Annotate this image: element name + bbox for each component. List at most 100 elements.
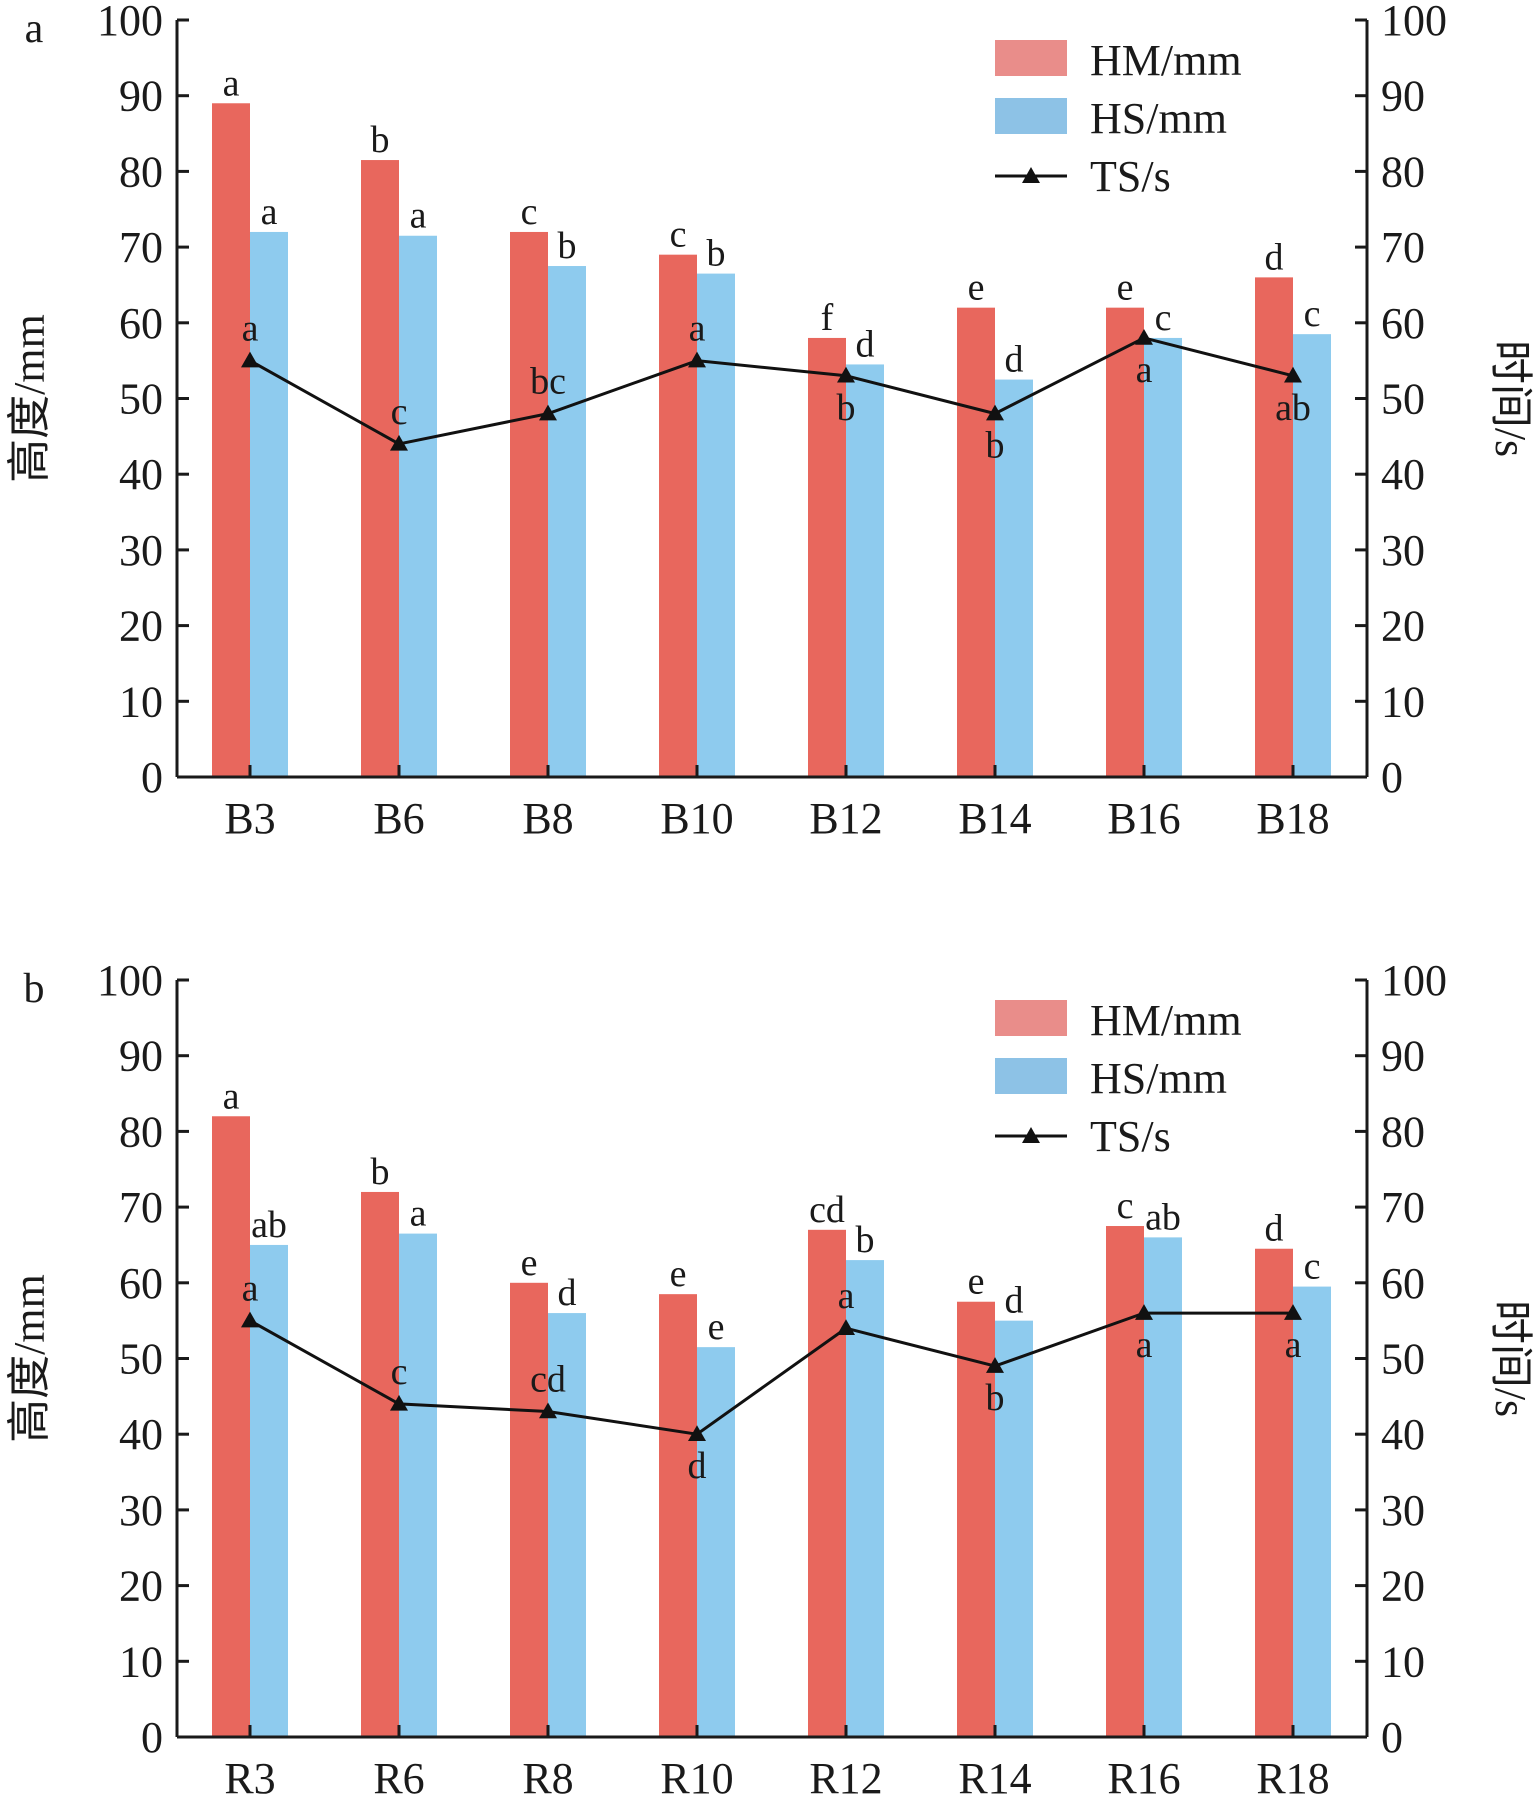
panel-a-category-label-B16: B16 xyxy=(1107,794,1180,843)
panel-a-ytick-label-right-100: 100 xyxy=(1381,0,1447,45)
panel-b-ytick-label-left-90: 90 xyxy=(119,1032,163,1081)
panel-a-category-label-B6: B6 xyxy=(373,794,424,843)
panel-b-hm-letter-R6: b xyxy=(371,1151,390,1193)
panel-a-legend-hm-label: HM/mm xyxy=(1090,36,1242,85)
panel-a-bar-hm-B8 xyxy=(510,231,548,777)
panel-b-ytick-label-left-70: 70 xyxy=(119,1183,163,1232)
panel-a-ts-marker-B6 xyxy=(390,434,408,451)
panel-a-hm-letter-B16: e xyxy=(1117,267,1134,309)
panel-b-ytick-label-left-10: 10 xyxy=(119,1637,163,1686)
panel-b-ts-marker-R14 xyxy=(986,1357,1004,1373)
panel-a-ts-marker-B18 xyxy=(1284,366,1302,383)
panel-b-bar-hm-R10 xyxy=(659,1294,697,1737)
panel-b-ytick-label-left-100: 100 xyxy=(97,956,163,1005)
panel-b-bar-hs-R10 xyxy=(697,1347,735,1737)
panel-b-ts-letter-R3: a xyxy=(242,1268,259,1310)
panel-b-ytick-label-left-50: 50 xyxy=(119,1335,163,1384)
panel-b-ytick-label-left-20: 20 xyxy=(119,1562,163,1611)
panel-a-ts-marker-B12 xyxy=(837,366,855,383)
panel-a-y2-axis-title: 时间/s xyxy=(1486,340,1535,457)
panel-a-ts-marker-B10 xyxy=(688,351,706,368)
panel-a-ts-letter-B12: b xyxy=(837,387,856,429)
panel-a-category-label-B8: B8 xyxy=(522,794,573,843)
panel-b-hs-letter-R14: d xyxy=(1005,1280,1024,1322)
panel-b-hs-letter-R8: d xyxy=(558,1272,577,1314)
panel-b-tag: b xyxy=(24,966,45,1012)
panel-b-legend-hs-swatch xyxy=(995,1058,1067,1094)
panel-a-y-axis-title: 高度/mm xyxy=(5,314,54,483)
panel-b-ts-marker-R3 xyxy=(241,1311,259,1328)
panel-a-ts-letter-B8: bc xyxy=(530,361,566,403)
panel-a-ts-letter-B3: a xyxy=(242,308,259,350)
panel-a-legend-hm-swatch xyxy=(995,40,1067,76)
panel-b-bar-hs-R12 xyxy=(846,1260,884,1737)
panel-b-ytick-label-right-40: 40 xyxy=(1381,1410,1425,1459)
panel-b-category-label-R14: R14 xyxy=(958,1754,1031,1797)
panel-b-bar-hs-R3 xyxy=(250,1244,288,1737)
panel-a-ytick-label-right-10: 10 xyxy=(1381,677,1425,726)
panel-a-ts-marker-B16 xyxy=(1135,328,1153,345)
panel-a-legend-ts-label: TS/s xyxy=(1090,152,1171,201)
panel-b-ytick-label-left-40: 40 xyxy=(119,1410,163,1459)
panel-a-bar-hs-B18 xyxy=(1293,334,1331,777)
panel-b-hs-letter-R18: c xyxy=(1304,1246,1321,1288)
panel-a-ytick-label-left-50: 50 xyxy=(119,375,163,424)
panel-b-ytick-label-right-20: 20 xyxy=(1381,1562,1425,1611)
panel-a-ts-letter-B14: b xyxy=(986,425,1005,467)
panel-b-hs-letter-R3: ab xyxy=(251,1204,287,1246)
panel-b-ytick-label-right-70: 70 xyxy=(1381,1183,1425,1232)
panel-b-bar-hm-R14 xyxy=(957,1301,995,1737)
panel-b-bar-hm-R3 xyxy=(212,1116,250,1737)
panel-a-bar-hm-B18 xyxy=(1255,277,1293,777)
panel-a-hm-letter-B8: c xyxy=(521,191,538,233)
panel-b-bar-hs-R6 xyxy=(399,1233,437,1737)
panel-b-ts-letter-R12: a xyxy=(838,1275,855,1317)
panel-b-bar-hs-R8 xyxy=(548,1313,586,1737)
panel-b-ts-letter-R10: d xyxy=(688,1445,707,1487)
panel-b-y-axis-title: 高度/mm xyxy=(5,1274,54,1443)
panel-b-hm-letter-R16: c xyxy=(1117,1185,1134,1227)
panel-b-category-label-R12: R12 xyxy=(809,1754,882,1797)
panel-a-ytick-label-left-70: 70 xyxy=(119,223,163,272)
panel-a-bar-hs-B16 xyxy=(1144,337,1182,777)
panel-a-hm-letter-B18: d xyxy=(1265,236,1284,278)
panel-b-category-label-R16: R16 xyxy=(1107,1754,1180,1797)
panel-a-category-label-B3: B3 xyxy=(224,794,275,843)
panel-a-category-label-B12: B12 xyxy=(809,794,882,843)
panel-a-ytick-label-left-30: 30 xyxy=(119,526,163,575)
panel-a-ytick-label-left-0: 0 xyxy=(141,753,163,802)
panel-b-ts-marker-R18 xyxy=(1284,1304,1302,1320)
panel-b-ytick-label-right-50: 50 xyxy=(1381,1335,1425,1384)
panel-a-hm-letter-B14: e xyxy=(968,267,985,309)
panel-a-legend-hs-label: HS/mm xyxy=(1090,94,1227,143)
panel-b-ytick-label-right-80: 80 xyxy=(1381,1107,1425,1156)
panel-a-ytick-label-left-10: 10 xyxy=(119,677,163,726)
panel-b-ytick-label-right-90: 90 xyxy=(1381,1032,1425,1081)
panel-b-ytick-label-right-60: 60 xyxy=(1381,1259,1425,1308)
panel-a-ts-marker-B8 xyxy=(539,404,557,421)
panel-b-legend-hm-label: HM/mm xyxy=(1090,996,1242,1045)
panel-a-ts-letter-B18: ab xyxy=(1275,387,1311,429)
panel-b-ytick-label-right-30: 30 xyxy=(1381,1486,1425,1535)
panel-a-bar-hm-B12 xyxy=(808,337,846,777)
panel-a-hs-letter-B8: b xyxy=(558,225,577,267)
panel-a-category-label-B10: B10 xyxy=(660,794,733,843)
panel-b-ts-marker-R12 xyxy=(837,1319,855,1335)
panel-b-ts-marker-R16 xyxy=(1135,1304,1153,1320)
panel-a-bar-hs-B14 xyxy=(995,379,1033,777)
panel-a-bar-hm-B16 xyxy=(1106,307,1144,777)
panel-a-bar-hm-B14 xyxy=(957,307,995,777)
panel-b-legend-hs-label: HS/mm xyxy=(1090,1054,1227,1103)
panel-b-ytick-label-right-100: 100 xyxy=(1381,956,1447,1005)
panel-a-hs-letter-B18: c xyxy=(1304,293,1321,335)
panel-a-bar-hs-B8 xyxy=(548,266,586,777)
panel-b-hm-letter-R12: cd xyxy=(809,1189,845,1231)
panel-a-ytick-label-right-20: 20 xyxy=(1381,602,1425,651)
panel-a-ts-letter-B10: a xyxy=(689,308,706,350)
panel-a-ytick-label-left-60: 60 xyxy=(119,299,163,348)
panel-b-category-label-R10: R10 xyxy=(660,1754,733,1797)
panel-a-hs-letter-B16: c xyxy=(1155,297,1172,339)
panel-a-ytick-label-right-0: 0 xyxy=(1381,753,1403,802)
